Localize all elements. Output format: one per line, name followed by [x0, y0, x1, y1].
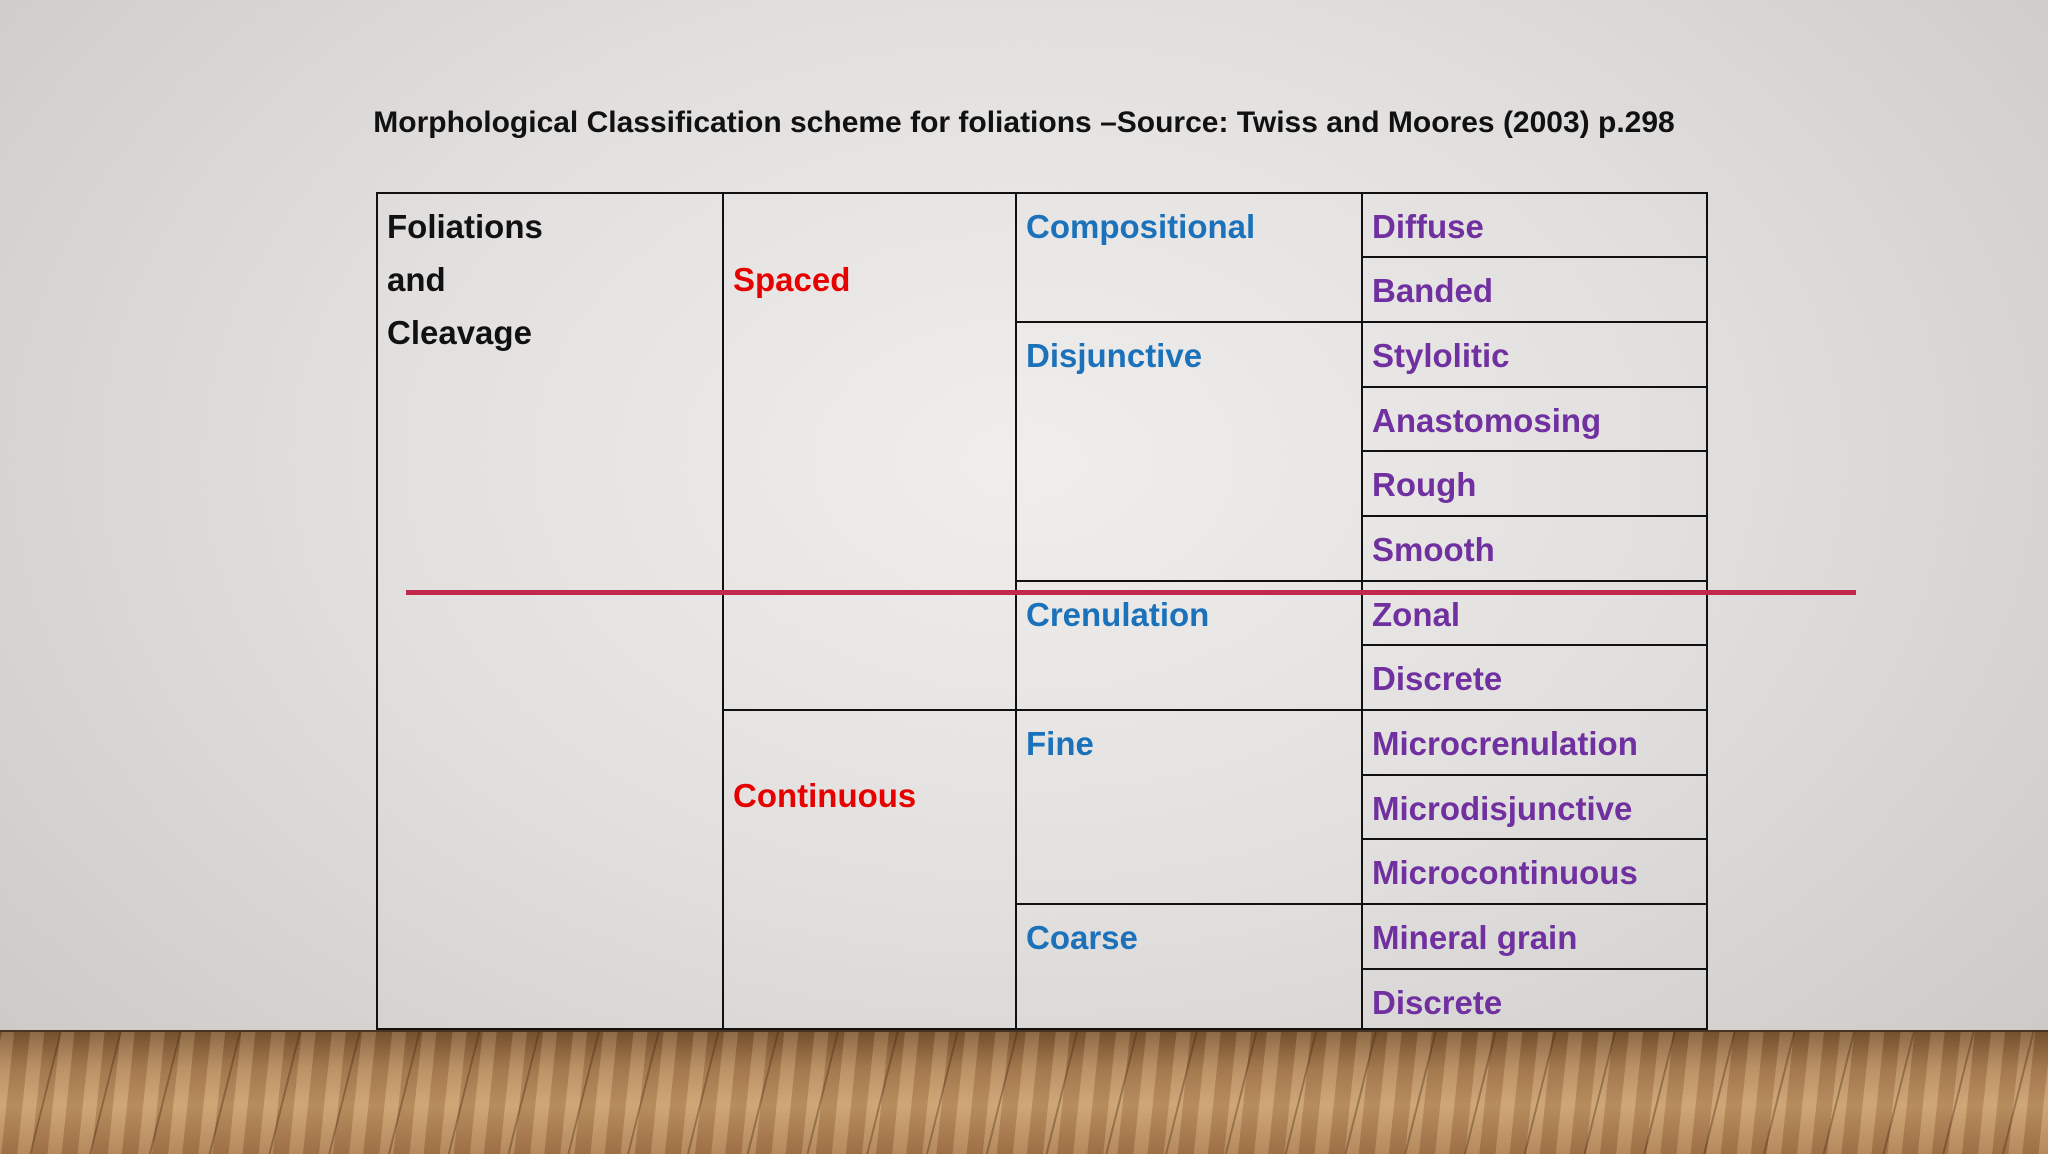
subtype-cell: Rough	[1372, 466, 1477, 503]
group-continuous: Continuous	[733, 777, 917, 814]
type-coarse: Coarse	[1026, 919, 1138, 956]
row-divider	[1015, 580, 1708, 582]
row-divider	[1361, 774, 1708, 776]
row-divider	[722, 709, 1708, 711]
root-cell: Foliations and Cleavage	[378, 194, 552, 365]
row-divider	[1361, 256, 1708, 258]
subtype-cell: Anastomosing	[1372, 402, 1602, 439]
type-fine: Fine	[1026, 725, 1094, 762]
slide-title: Morphological Classification scheme for …	[373, 106, 1675, 139]
subtype-cell: Smooth	[1372, 531, 1495, 568]
subtype-cell: Microcrenulation	[1372, 725, 1638, 762]
subtype-cell: Discrete	[1372, 660, 1503, 697]
root-line: Cleavage	[387, 314, 532, 351]
row-divider	[1361, 515, 1708, 517]
row-divider	[1361, 968, 1708, 970]
annotation-line	[406, 590, 1856, 595]
subtype-cell: Mineral grain	[1372, 919, 1578, 956]
subtype-cell: Diffuse	[1372, 208, 1484, 245]
wooden-floor	[0, 1030, 2048, 1154]
row-divider	[1361, 838, 1708, 840]
subtype-cell: Zonal	[1372, 596, 1460, 633]
row-divider	[1361, 386, 1708, 388]
subtype-cell: Stylolitic	[1372, 337, 1510, 374]
row-divider	[1015, 903, 1708, 905]
subtype-cell: Banded	[1372, 272, 1494, 309]
subtype-cell: Discrete	[1372, 984, 1503, 1021]
group-spaced: Spaced	[733, 261, 851, 298]
row-divider	[1361, 450, 1708, 452]
column-divider	[1361, 194, 1363, 1028]
column-divider	[722, 194, 724, 1028]
root-line: Foliations	[387, 208, 543, 245]
classification-table: Foliations and Cleavage Spaced Continuou…	[376, 192, 1708, 1030]
row-divider	[1361, 644, 1708, 646]
subtype-cell: Microdisjunctive	[1372, 790, 1633, 827]
root-line: and	[387, 261, 446, 298]
type-compositional: Compositional	[1026, 208, 1256, 245]
type-crenulation: Crenulation	[1026, 596, 1210, 633]
subtype-cell: Microcontinuous	[1372, 854, 1638, 891]
column-divider	[1015, 194, 1017, 1028]
type-disjunctive: Disjunctive	[1026, 337, 1203, 374]
row-divider	[1015, 321, 1708, 323]
